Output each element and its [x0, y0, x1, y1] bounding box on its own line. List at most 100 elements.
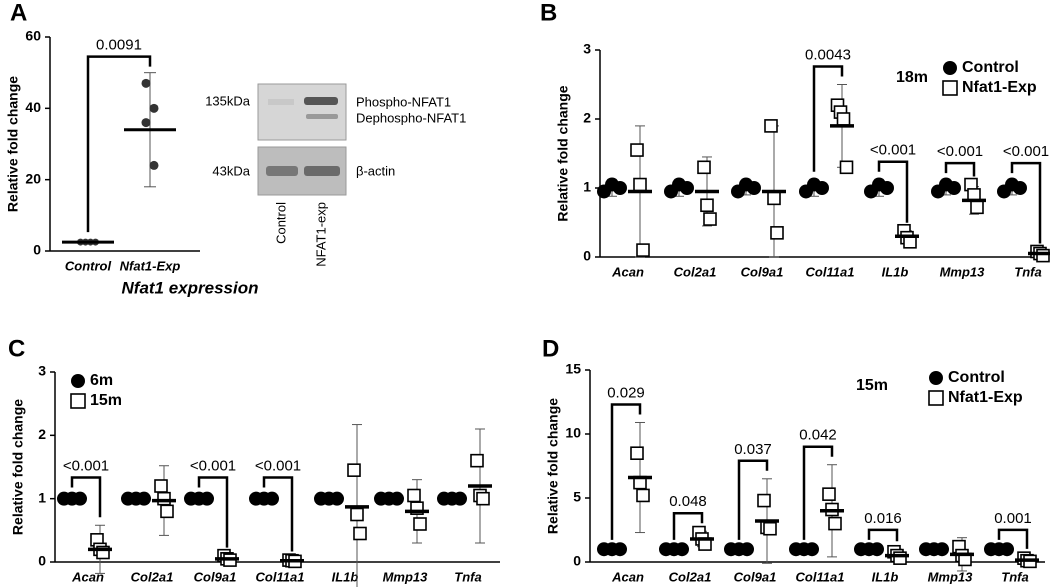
group: [57, 491, 87, 506]
panel-label: A: [10, 0, 27, 26]
group: [820, 464, 844, 558]
x-tick-label: Col2a1: [131, 569, 174, 584]
group: [468, 428, 492, 544]
y-tick-label: 40: [25, 99, 41, 115]
p-value: 0.0091: [96, 37, 142, 54]
blot-panel: [257, 83, 347, 141]
data-point: [757, 493, 771, 508]
legend-marker: [71, 374, 85, 388]
group: [997, 177, 1027, 199]
legend-marker: [943, 61, 957, 75]
legend-label: 15m: [90, 392, 122, 409]
y-axis-label: Relative fold change: [5, 76, 21, 212]
group: [695, 156, 719, 227]
legend-label: Nfat1-Exp: [962, 79, 1037, 96]
data-point: [970, 200, 984, 215]
group: [690, 525, 714, 551]
data-point: [470, 453, 484, 468]
p-value: 0.0043: [805, 46, 851, 63]
x-tick-label: Col9a1: [194, 569, 237, 584]
y-tick-label: 1: [38, 489, 46, 505]
data-point: [141, 118, 151, 128]
group: [345, 424, 369, 587]
data-point: [770, 226, 784, 240]
legend-label: Nfat1-Exp: [948, 389, 1023, 406]
group: [597, 542, 627, 557]
data-point: [476, 491, 490, 506]
data-point: [350, 507, 364, 522]
p-value: 0.048: [669, 493, 707, 510]
p-value: 0.016: [864, 510, 902, 527]
y-tick-label: 2: [583, 110, 591, 126]
legend-marker: [928, 390, 944, 406]
y-tick-label: 20: [25, 170, 41, 186]
x-tick-label: Col2a1: [669, 569, 712, 584]
group: [1028, 244, 1050, 263]
y-axis-label: Relative fold change: [10, 399, 26, 535]
p-value: 0.037: [734, 441, 772, 458]
data-point: [353, 526, 367, 541]
x-tick-label: Acan: [611, 569, 644, 584]
p-value: <0.001: [63, 457, 109, 474]
data-point: [700, 198, 714, 213]
blot-lane: NFAT1-exp: [313, 202, 328, 267]
x-axis-label: Nfat1 expression: [122, 278, 259, 297]
legend-marker: [942, 80, 958, 96]
group: [984, 542, 1014, 557]
blot-band: [304, 97, 338, 105]
y-tick-label: 15: [565, 361, 581, 377]
group: [121, 491, 151, 506]
blot-marker: 135kDa: [205, 93, 251, 108]
chart-panel: D 0 5 10 15 Relative fold change Acan Col2a1 Col…: [542, 335, 1045, 584]
legend-title: 18m: [896, 69, 928, 86]
group: [249, 491, 279, 506]
data-point: [413, 517, 427, 531]
blot-lane: Control: [273, 202, 288, 244]
legend-label: Control: [948, 369, 1005, 386]
legend-title: 15m: [856, 377, 888, 394]
group: [962, 177, 986, 215]
data-point: [154, 479, 168, 493]
y-tick-label: 0: [573, 553, 581, 569]
p-bracket: [1010, 161, 1042, 244]
p-value: 0.029: [607, 384, 645, 401]
p-value: 0.001: [994, 510, 1032, 527]
y-axis-label: Relative fold change: [545, 398, 561, 534]
y-tick-label: 5: [573, 489, 581, 505]
group: [437, 491, 467, 506]
group: [789, 542, 819, 557]
western-blot: 135kDa 43kDa Phospho-NFAT1 Dephospho-NFA…: [205, 83, 466, 267]
group: [724, 542, 754, 557]
data-point: [633, 177, 647, 192]
x-tick-label: Col11a1: [806, 264, 855, 279]
chart-panel: C 0 1 2 3 Relative fold change Acan Col2a1 Col9a…: [8, 335, 500, 587]
chart-panel: A 0 20 40 60 Relative fold change Control Nfat1…: [5, 0, 259, 297]
p-bracket: [672, 512, 704, 540]
y-tick-label: 3: [38, 363, 46, 379]
x-tick-label: IL1b: [882, 264, 909, 279]
y-tick-label: 2: [38, 426, 46, 442]
panel-label: B: [540, 0, 557, 26]
p-bracket: [737, 459, 769, 540]
p-value: 0.042: [799, 427, 837, 444]
group: [950, 537, 974, 572]
x-tick-label: Acan: [71, 569, 104, 584]
blot-band: [304, 166, 340, 176]
p-value: <0.001: [1003, 143, 1049, 160]
y-tick-label: 0: [33, 242, 41, 258]
x-tick-label: Col9a1: [741, 264, 784, 279]
p-value: <0.001: [870, 142, 916, 159]
group: [184, 491, 214, 506]
p-bracket: [997, 528, 1029, 549]
legend-label: 6m: [90, 372, 113, 389]
x-tick-label: Tnfa: [1014, 264, 1041, 279]
data-point: [630, 446, 644, 461]
p-bracket: [70, 476, 102, 518]
group: [731, 177, 761, 199]
panel-label: C: [8, 335, 25, 362]
data-point: [141, 78, 151, 88]
data-point: [347, 463, 361, 477]
group: [88, 524, 112, 574]
data-point: [1036, 248, 1050, 263]
blot-band: [266, 166, 298, 176]
